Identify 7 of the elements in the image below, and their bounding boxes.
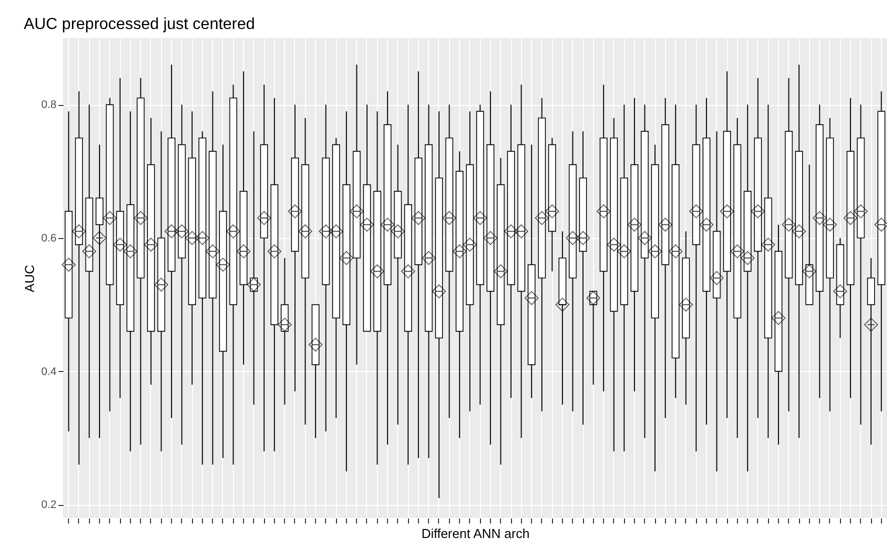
y-axis-title: AUC (22, 264, 38, 292)
y-tick-label: 0.4 (41, 366, 56, 378)
chart-title: AUC preprocessed just centered (24, 16, 255, 33)
y-tick-label: 0.6 (41, 232, 56, 244)
y-tick-label: 0.2 (41, 499, 56, 512)
x-axis-title: Different ANN arch (421, 526, 530, 541)
y-tick-label: 0.8 (41, 99, 56, 112)
